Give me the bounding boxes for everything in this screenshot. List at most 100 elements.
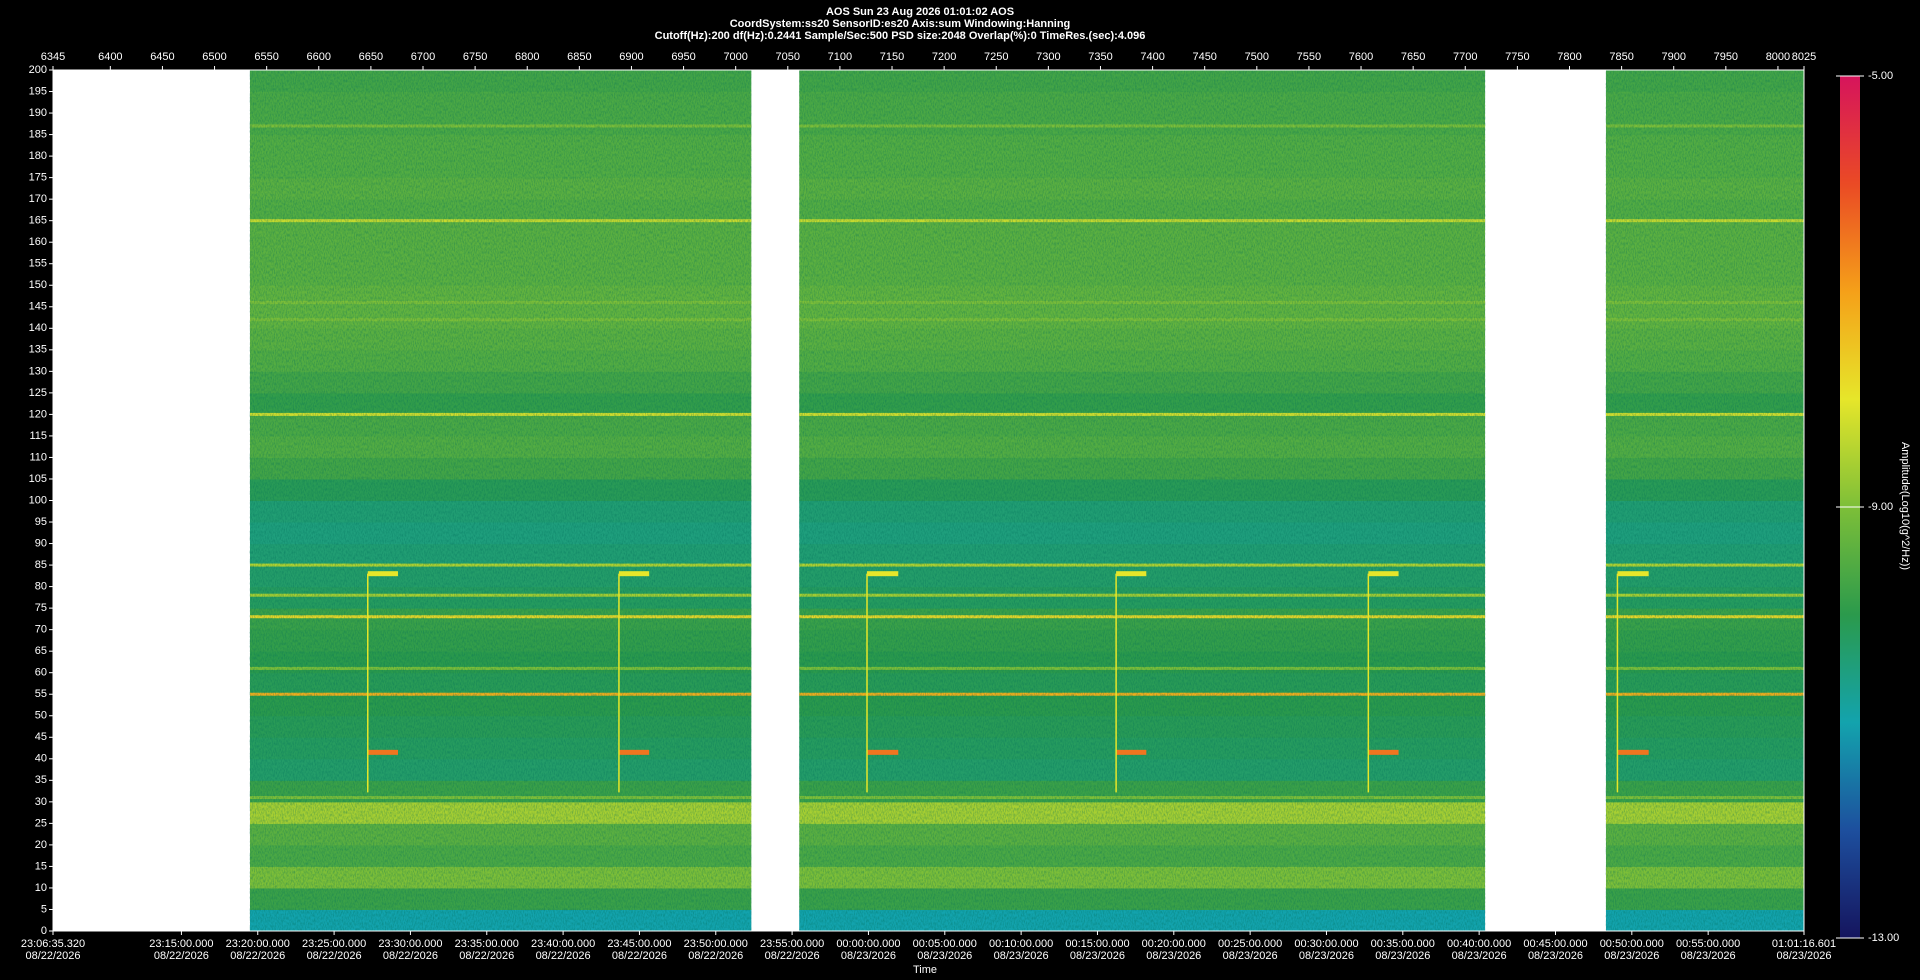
x-top-tick-label: 7250 [984, 51, 1008, 63]
y-tick-label: 5 [41, 903, 47, 915]
chart-subtitle: Cutoff(Hz):200 df(Hz):0.2441 Sample/Sec:… [655, 30, 1146, 42]
x-tick-label: 00:35:00.000 [1371, 938, 1435, 950]
y-tick-label: 150 [29, 279, 47, 291]
x-top-tick-label: 6600 [307, 51, 331, 63]
x-top-tick-label: 7500 [1245, 51, 1269, 63]
x-top-tick-label: 6345 [41, 51, 65, 63]
x-top-tick-label: 8000 [1766, 51, 1790, 63]
x-tick-label: 23:45:00.000 [607, 938, 671, 950]
x-top-tick-label: 6650 [359, 51, 383, 63]
x-tick-date: 08/22/2026 [765, 950, 820, 962]
x-tick-date: 08/23/2026 [1776, 950, 1831, 962]
x-tick-date: 08/23/2026 [1070, 950, 1125, 962]
x-top-tick-label: 7050 [776, 51, 800, 63]
x-tick-label: 23:06:35.320 [21, 938, 85, 950]
y-tick-label: 120 [29, 408, 47, 420]
x-top-tick-label: 6450 [150, 51, 174, 63]
event-mark [618, 749, 650, 755]
x-tick-date: 08/22/2026 [230, 950, 285, 962]
x-tick-label: 00:40:00.000 [1447, 938, 1511, 950]
x-tick-label: 00:45:00.000 [1523, 938, 1587, 950]
y-tick-label: 85 [35, 559, 47, 571]
y-tick-label: 190 [29, 107, 47, 119]
y-tick-label: 170 [29, 193, 47, 205]
x-tick-label: 23:15:00.000 [149, 938, 213, 950]
x-top-tick-label: 7600 [1349, 51, 1373, 63]
y-tick-label: 10 [35, 882, 47, 894]
event-mark [1116, 749, 1147, 755]
event-mark [1368, 571, 1399, 577]
y-tick-label: 95 [35, 516, 47, 528]
x-top-tick-label: 6400 [98, 51, 122, 63]
y-tick-label: 0 [41, 925, 47, 937]
x-tick-label: 01:01:16.601 [1772, 938, 1836, 950]
y-tick-label: 15 [35, 860, 47, 872]
x-top-tick-label: 7300 [1036, 51, 1060, 63]
y-tick-label: 125 [29, 387, 47, 399]
x-tick-label: 00:50:00.000 [1600, 938, 1664, 950]
event-mark [867, 571, 899, 577]
y-tick-label: 130 [29, 365, 47, 377]
x-top-tick-label: 7000 [723, 51, 747, 63]
x-top-tick-label: 6800 [515, 51, 539, 63]
x-tick-date: 08/23/2026 [1681, 950, 1736, 962]
event-mark [367, 749, 398, 755]
y-tick-label: 105 [29, 473, 47, 485]
y-tick-label: 175 [29, 172, 47, 184]
y-tick-label: 135 [29, 344, 47, 356]
chart-title: AOS Sun 23 Aug 2026 01:01:02 AOS [826, 6, 1014, 18]
texture [1605, 70, 1804, 931]
chart-subtitle: CoordSystem:ss20 SensorID:es20 Axis:sum … [730, 18, 1071, 30]
y-tick-label: 20 [35, 839, 47, 851]
x-tick-date: 08/22/2026 [307, 950, 362, 962]
y-tick-label: 160 [29, 236, 47, 248]
y-tick-label: 25 [35, 817, 47, 829]
segment [799, 70, 1486, 932]
x-top-tick-label: 6700 [411, 51, 435, 63]
x-top-tick-label: 7400 [1140, 51, 1164, 63]
x-top-tick-label: 8025 [1792, 51, 1816, 63]
x-tick-date: 08/22/2026 [688, 950, 743, 962]
y-tick-label: 145 [29, 301, 47, 313]
y-tick-label: 45 [35, 731, 47, 743]
x-tick-date: 08/23/2026 [994, 950, 1049, 962]
x-top-tick-label: 6850 [567, 51, 591, 63]
x-tick-date: 08/22/2026 [383, 950, 438, 962]
y-tick-label: 40 [35, 753, 47, 765]
event-mark [1617, 749, 1649, 755]
x-tick-date: 08/22/2026 [536, 950, 591, 962]
y-tick-label: 195 [29, 85, 47, 97]
x-top-tick-label: 7450 [1192, 51, 1216, 63]
y-tick-label: 75 [35, 602, 47, 614]
event-mark [1116, 571, 1147, 577]
y-tick-label: 180 [29, 150, 47, 162]
x-tick-label: 23:35:00.000 [455, 938, 519, 950]
segment [249, 70, 752, 932]
x-top-tick-label: 7150 [880, 51, 904, 63]
x-top-tick-label: 7550 [1297, 51, 1321, 63]
x-tick-date: 08/22/2026 [612, 950, 667, 962]
x-tick-date: 08/23/2026 [841, 950, 896, 962]
x-tick-label: 23:40:00.000 [531, 938, 595, 950]
x-top-tick-label: 6950 [671, 51, 695, 63]
y-tick-label: 110 [29, 451, 47, 463]
x-top-tick-label: 7850 [1609, 51, 1633, 63]
event-mark [367, 571, 398, 577]
x-tick-label: 00:55:00.000 [1676, 938, 1740, 950]
texture [249, 70, 752, 931]
segment [1605, 70, 1804, 932]
x-tick-label: 23:30:00.000 [378, 938, 442, 950]
x-tick-label: 00:10:00.000 [989, 938, 1053, 950]
y-tick-label: 185 [29, 128, 47, 140]
y-tick-label: 30 [35, 796, 47, 808]
x-tick-date: 08/23/2026 [1146, 950, 1201, 962]
x-tick-date: 08/22/2026 [154, 950, 209, 962]
y-tick-label: 50 [35, 710, 47, 722]
x-tick-label: 00:25:00.000 [1218, 938, 1282, 950]
event-mark [867, 749, 899, 755]
x-top-tick-label: 6750 [463, 51, 487, 63]
event-mark [618, 571, 650, 577]
x-tick-date: 08/23/2026 [1375, 950, 1430, 962]
colorbar-title: Amplitude(Log10(g^2/Hz)) [1899, 442, 1911, 570]
